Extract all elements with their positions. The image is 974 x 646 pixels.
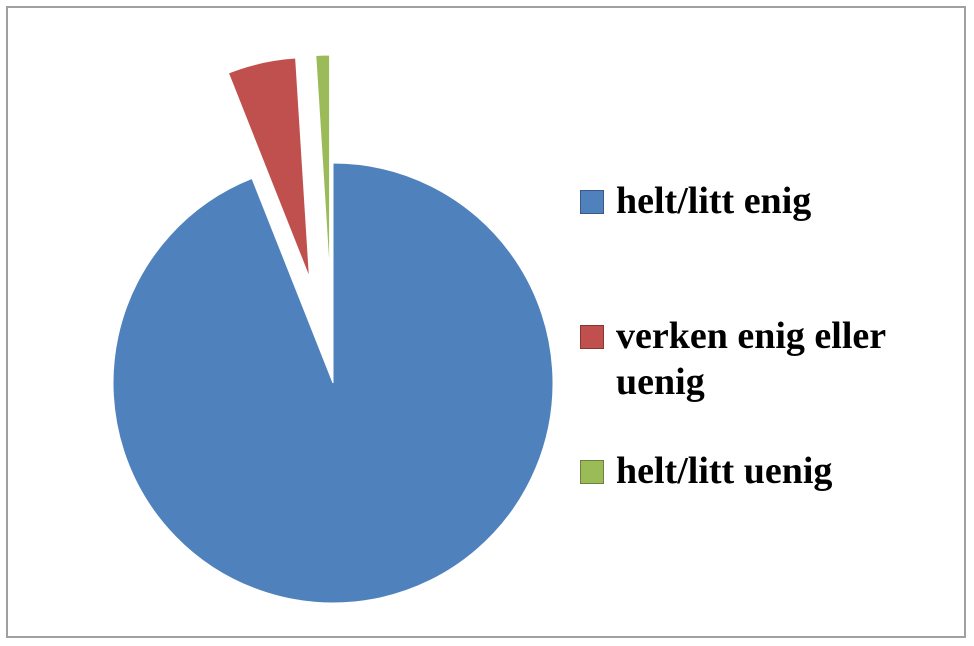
legend-label: verken enig eller uenig [616, 315, 886, 403]
pie-slice [112, 162, 554, 604]
legend-label: helt/litt enig [616, 180, 812, 222]
legend-swatch [580, 190, 604, 214]
pie-chart [112, 54, 554, 604]
legend-swatch [580, 325, 604, 349]
legend-label: helt/litt uenig [616, 450, 833, 492]
chart-frame: helt/litt enig verken enig eller uenig hel… [6, 6, 966, 638]
pie-slice [227, 57, 310, 278]
legend-entry: helt/litt uenig [580, 448, 920, 494]
legend-entry: helt/litt enig [580, 178, 920, 224]
legend-swatch [580, 460, 604, 484]
pie-slice [315, 54, 331, 276]
legend-entry: verken enig eller uenig [580, 313, 920, 405]
